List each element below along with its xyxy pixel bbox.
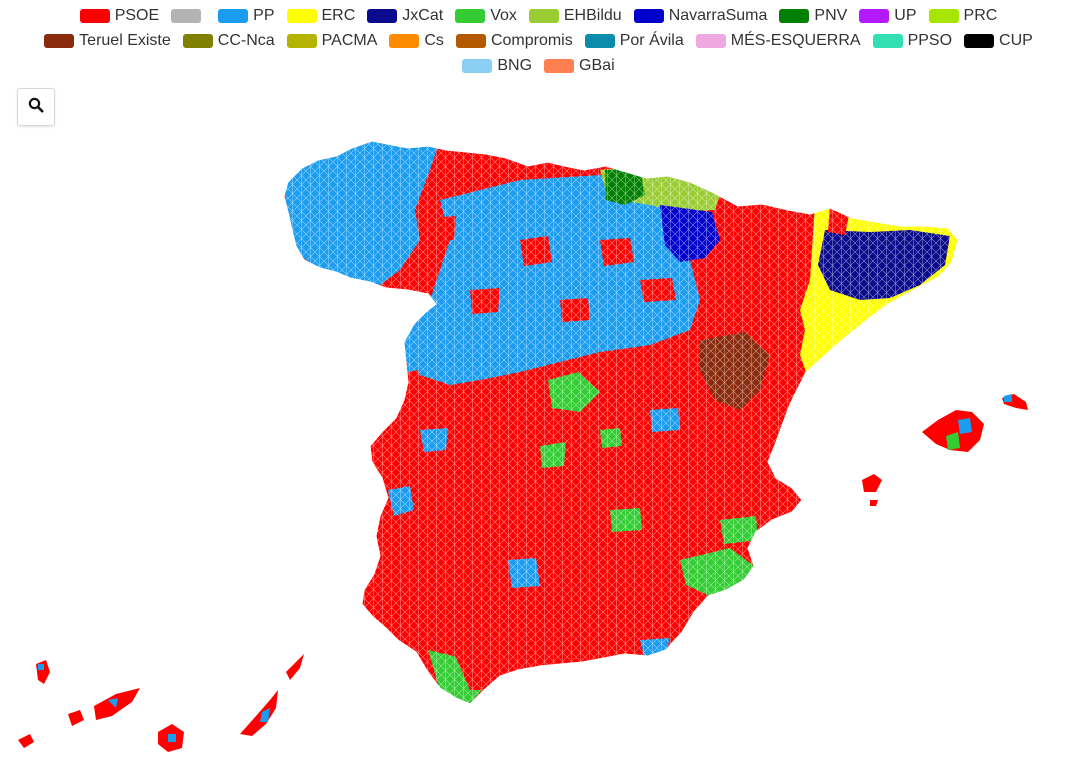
legend-swatch bbox=[44, 34, 75, 48]
legend-label: Vox bbox=[490, 7, 517, 24]
legend-swatch bbox=[286, 9, 317, 23]
legend-item-bng[interactable]: BNG bbox=[462, 56, 532, 76]
legend-label: CC-Nca bbox=[217, 32, 275, 49]
legend-swatch bbox=[779, 9, 810, 23]
legend-swatch bbox=[872, 34, 903, 48]
legend-label: PP bbox=[253, 7, 275, 24]
legend-item-vox[interactable]: Vox bbox=[455, 6, 517, 26]
legend-item-navarrasuma[interactable]: NavarraSuma bbox=[633, 6, 768, 26]
legend-label: PRC bbox=[963, 7, 998, 24]
legend-swatch bbox=[695, 34, 726, 48]
legend-swatch bbox=[544, 59, 575, 73]
legend-label: Compromis bbox=[490, 32, 573, 49]
legend-swatch bbox=[286, 34, 317, 48]
legend-item-cs[interactable]: Cs bbox=[389, 31, 444, 51]
legend-label: JxCat bbox=[402, 7, 444, 24]
legend-swatch bbox=[928, 9, 959, 23]
legend-item-ehbildu[interactable]: EHBildu bbox=[528, 6, 622, 26]
legend-swatch bbox=[218, 9, 249, 23]
legend-swatch bbox=[964, 34, 995, 48]
legend-swatch bbox=[79, 9, 110, 23]
legend-label: PSOE bbox=[114, 7, 160, 24]
legend-item-compromis[interactable]: Compromis bbox=[455, 31, 573, 51]
legend-row: PSOE PP ERC JxCat Vox EHBildu NavarraSum… bbox=[0, 6, 1077, 26]
peninsula[interactable] bbox=[270, 130, 970, 720]
legend-item-erc[interactable]: ERC bbox=[286, 6, 356, 26]
legend-swatch bbox=[367, 9, 398, 23]
legend-label: PACMA bbox=[321, 32, 378, 49]
legend-swatch bbox=[455, 34, 486, 48]
balearic-islands[interactable] bbox=[862, 394, 1028, 506]
legend-label: GBai bbox=[579, 57, 615, 74]
legend-label: UP bbox=[894, 7, 917, 24]
legend-item-jxcat[interactable]: JxCat bbox=[367, 6, 443, 26]
legend-label: BNG bbox=[497, 57, 533, 74]
legend-label: Teruel Existe bbox=[79, 32, 171, 49]
legend-swatch bbox=[528, 9, 559, 23]
legend-swatch bbox=[859, 9, 890, 23]
legend-item-other[interactable] bbox=[171, 6, 206, 26]
legend-item-por-avila[interactable]: Por Ávila bbox=[584, 31, 684, 51]
legend-swatch bbox=[389, 34, 420, 48]
legend-label: ERC bbox=[321, 7, 356, 24]
legend-swatch bbox=[633, 9, 664, 23]
legend-row: BNG GBai bbox=[0, 56, 1077, 76]
legend-swatch bbox=[182, 34, 213, 48]
legend-item-mes-esquerra[interactable]: MÉS-ESQUERRA bbox=[695, 31, 861, 51]
legend-item-pp[interactable]: PP bbox=[218, 6, 275, 26]
legend-label: MÉS-ESQUERRA bbox=[730, 32, 861, 49]
legend-item-ppso[interactable]: PPSO bbox=[872, 31, 953, 51]
legend-label: CUP bbox=[999, 32, 1033, 49]
legend-label: NavarraSuma bbox=[668, 7, 768, 24]
legend-row: Teruel Existe CC-Nca PACMA Cs Compromis … bbox=[0, 31, 1077, 51]
legend-item-pnv[interactable]: PNV bbox=[779, 6, 847, 26]
legend-item-up[interactable]: UP bbox=[859, 6, 917, 26]
legend-item-prc[interactable]: PRC bbox=[928, 6, 998, 26]
legend-label: Cs bbox=[424, 32, 444, 49]
legend-item-gbai[interactable]: GBai bbox=[544, 56, 615, 76]
legend-swatch bbox=[584, 34, 615, 48]
search-button[interactable] bbox=[17, 88, 55, 126]
legend-label: Por Ávila bbox=[619, 32, 684, 49]
legend-item-psoe[interactable]: PSOE bbox=[79, 6, 160, 26]
legend-label: PNV bbox=[814, 7, 848, 24]
legend-item-pacma[interactable]: PACMA bbox=[286, 31, 378, 51]
legend-item-teruel-existe[interactable]: Teruel Existe bbox=[44, 31, 171, 51]
search-icon bbox=[28, 97, 44, 118]
legend-label: EHBildu bbox=[563, 7, 622, 24]
legend-swatch bbox=[171, 9, 202, 23]
legend: PSOE PP ERC JxCat Vox EHBildu NavarraSum… bbox=[0, 6, 1077, 76]
canary-islands[interactable] bbox=[18, 654, 304, 752]
legend-swatch bbox=[455, 9, 486, 23]
legend-swatch bbox=[462, 59, 493, 73]
legend-item-cc-nca[interactable]: CC-Nca bbox=[182, 31, 275, 51]
legend-label: PPSO bbox=[907, 32, 953, 49]
legend-item-cup[interactable]: CUP bbox=[964, 31, 1033, 51]
